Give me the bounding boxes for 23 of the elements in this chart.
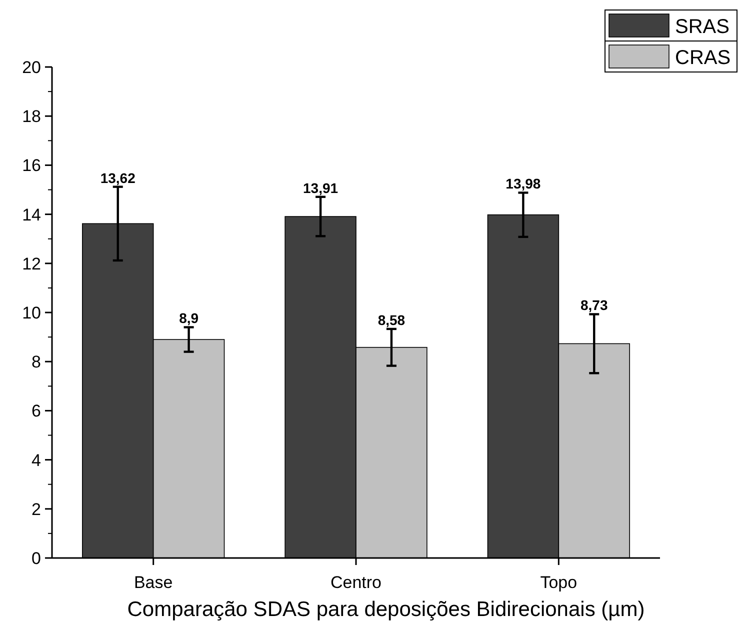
x-tick-label: Topo <box>540 573 578 592</box>
y-tick-label: 16 <box>22 156 41 176</box>
y-tick-label: 10 <box>22 304 41 322</box>
y-tick-label: 14 <box>22 205 41 224</box>
y-tick-label: 8 <box>32 352 41 372</box>
data-label: 8,58 <box>378 312 406 328</box>
y-tick-label: 2 <box>32 500 41 519</box>
data-label: 8,9 <box>179 310 199 326</box>
y-tick-label: 12 <box>22 254 41 274</box>
data-label: 13,91 <box>303 180 338 196</box>
y-tick-label: 18 <box>22 107 41 126</box>
data-label: 13,98 <box>506 176 541 192</box>
x-tick-label: Centro <box>330 573 382 592</box>
y-tick-label: 20 <box>22 58 41 77</box>
data-label: 13,62 <box>100 170 136 186</box>
y-tick-label: 4 <box>32 450 41 470</box>
x-tick-label: Base <box>134 573 173 592</box>
legend-label: SRAS <box>675 16 730 38</box>
data-label: 8,73 <box>580 297 608 314</box>
y-tick-label: 6 <box>32 402 41 421</box>
legend-label: CRAS <box>675 47 731 69</box>
x-axis-title: Comparação SDAS para deposições Bidirecionais (µm) <box>127 598 645 621</box>
y-tick-label: 0 <box>32 549 41 568</box>
